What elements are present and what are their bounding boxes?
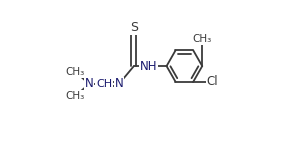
Text: CH: CH (96, 79, 112, 89)
Text: S: S (130, 21, 138, 34)
Text: N: N (85, 77, 94, 90)
Text: CH₃: CH₃ (66, 67, 85, 77)
Text: CH₃: CH₃ (66, 91, 85, 101)
Text: N: N (115, 77, 123, 90)
Text: Cl: Cl (207, 75, 219, 88)
Text: NH: NH (140, 60, 157, 73)
Text: CH₃: CH₃ (193, 34, 212, 44)
